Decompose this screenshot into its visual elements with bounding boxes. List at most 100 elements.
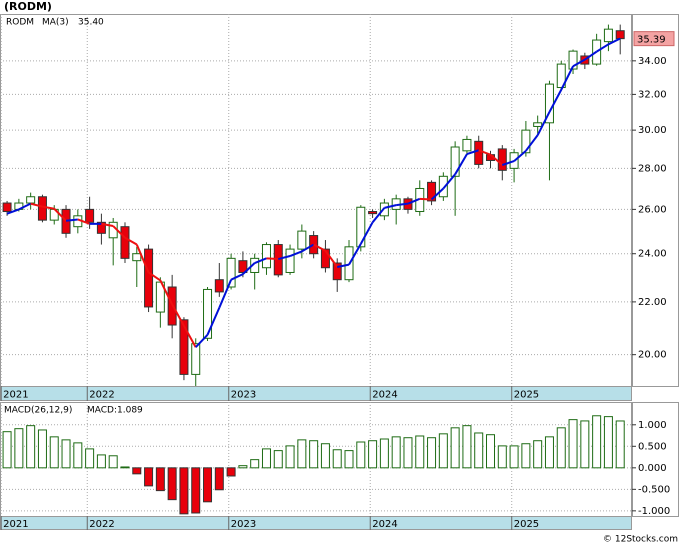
macd-bar [580, 420, 590, 469]
candle-body [214, 279, 224, 293]
x-tick-label: 2025 [514, 519, 539, 530]
macd-bar [556, 427, 566, 469]
ma-line [430, 187, 445, 201]
ma-line [254, 257, 267, 264]
ma-line [289, 250, 303, 257]
macd-bar [332, 449, 342, 469]
macd-bar [203, 467, 213, 503]
candle-body [96, 221, 106, 234]
ma-line [278, 255, 291, 261]
macd-bar [261, 448, 271, 469]
macd-bar [474, 432, 484, 469]
ma-line [407, 197, 421, 205]
macd-bar [132, 467, 142, 475]
ma-line [159, 279, 174, 305]
y-tick-label: 32.00 [638, 89, 667, 100]
ma-line [218, 279, 233, 309]
candle-body [332, 262, 342, 281]
macd-bar [320, 443, 330, 469]
ma-line [53, 208, 67, 222]
candle-body [356, 206, 366, 248]
candle-body [297, 230, 307, 250]
candle-body [603, 28, 613, 43]
macd-bar [120, 466, 130, 469]
ma-line [148, 271, 161, 282]
ma-line [18, 202, 32, 211]
macd-bar [26, 425, 36, 469]
macd-bar [391, 436, 401, 469]
macd-bar [37, 429, 47, 469]
candle-body [450, 146, 460, 177]
ma-line [396, 202, 409, 207]
x-tick-label: 2023 [231, 390, 256, 401]
ma-line [183, 325, 197, 348]
x-tick-label: 2022 [89, 390, 114, 401]
y-tick-label: 0.500 [638, 441, 667, 452]
candle-body [261, 244, 271, 269]
ma-line [65, 218, 78, 222]
macd-bar [403, 437, 413, 469]
plot-area [0, 14, 632, 387]
macd-bar [250, 459, 260, 469]
ma-line [206, 307, 221, 336]
footer: © 12Stocks.com [603, 535, 678, 545]
macd-bar [615, 420, 625, 469]
ma-line [101, 222, 114, 228]
x-tick-label: 2021 [3, 390, 28, 401]
macd-bar [285, 445, 295, 469]
candle-body [368, 211, 378, 215]
y-tick-label: 0.000 [638, 463, 667, 474]
macd-bar [521, 443, 531, 469]
ma-line [30, 202, 43, 208]
macd-bar [2, 431, 12, 469]
ma-line [324, 250, 339, 268]
candle-body [320, 248, 330, 269]
y-tick-label: 30.00 [638, 125, 667, 136]
x-tick-label: 2024 [372, 519, 397, 530]
candle-body [285, 248, 295, 273]
macd-bar [297, 439, 307, 469]
macd-bar [167, 467, 177, 501]
y-tick-label: 22.00 [638, 297, 667, 308]
candle-body [85, 208, 95, 223]
ma-line [242, 262, 256, 275]
date-strip [0, 386, 632, 401]
ma-line [348, 243, 362, 266]
y-tick-label: 20.00 [638, 350, 667, 361]
candle-body [61, 208, 71, 234]
macd-bar [144, 467, 154, 487]
candle-body [179, 319, 189, 375]
ma-line [384, 204, 397, 209]
candle-body [144, 248, 154, 308]
ma-line [171, 303, 185, 327]
macd-bar [533, 440, 543, 469]
legend-name: RODM [6, 18, 34, 28]
ma-line [230, 273, 244, 281]
ma-line [124, 236, 138, 246]
y-tick-label: 26.00 [638, 204, 667, 215]
candle-body [238, 260, 248, 273]
macd-bar [226, 467, 236, 477]
axis-area [632, 402, 679, 517]
panel-label: MACD:1.089 [87, 406, 143, 416]
candle-body [2, 202, 12, 213]
candle-body [438, 175, 448, 198]
y-tick-label: -1.000 [638, 506, 670, 517]
ma-line [371, 207, 386, 223]
ma-line [337, 263, 350, 268]
ma-line [584, 50, 598, 61]
macd-bar [191, 467, 201, 514]
ma-line [525, 134, 539, 152]
macd-bar [96, 454, 106, 469]
ma-line [112, 225, 126, 239]
ma-line [607, 37, 621, 46]
macd-bar [85, 448, 95, 469]
ma-line [6, 208, 20, 215]
macd-bar [427, 437, 437, 469]
macd-bar [179, 467, 189, 515]
macd-bar [462, 425, 472, 469]
candle-body [203, 288, 213, 339]
price-tag-label: 35.39 [637, 35, 666, 46]
macd-bar [509, 445, 519, 469]
ma-line [266, 257, 279, 261]
